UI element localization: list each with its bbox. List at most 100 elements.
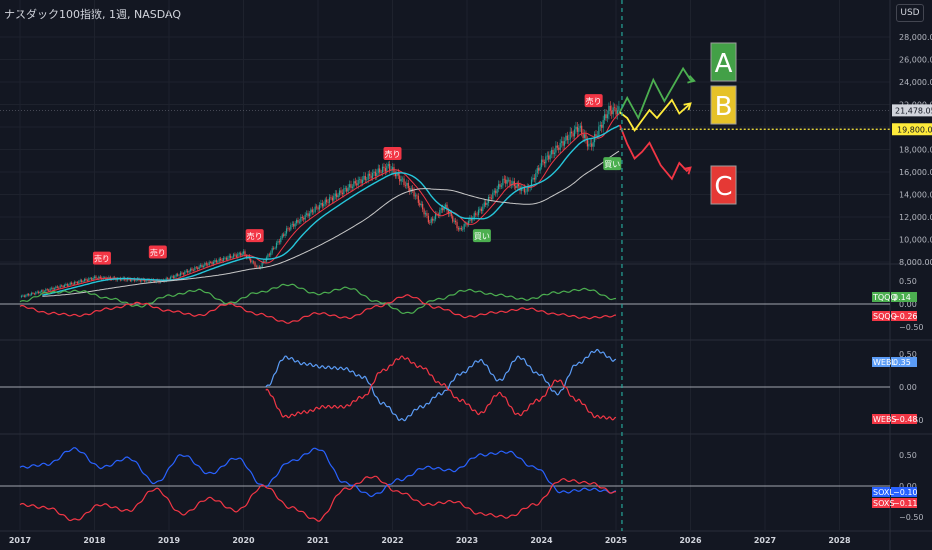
candle [316,206,318,208]
candle [563,141,566,146]
candle [581,125,583,134]
candle [540,159,543,168]
price-tick-label: 18,000.00 [899,146,932,155]
candle [95,276,97,279]
candle [202,265,205,268]
scenario-label: A [715,49,733,79]
scenario-arrow-b [683,102,692,111]
candle [264,261,266,262]
candle [545,156,547,164]
candle [569,131,571,140]
candle [480,208,482,212]
oscillator-line-soxs [19,475,617,522]
candle [583,134,586,138]
candle [238,253,240,254]
candle [353,181,355,187]
candle [472,218,474,221]
candle [129,279,131,281]
candle [245,255,248,258]
panels-layer [0,100,890,522]
candle [334,193,336,197]
candle [442,207,444,211]
candle [493,190,495,193]
candle [444,204,447,207]
candle [33,293,35,295]
candle [287,228,289,229]
y-tick-label: 0.50 [899,277,917,286]
ma-short-line [42,113,620,294]
candle [76,282,78,284]
candle [220,258,222,261]
candle [177,274,179,276]
candle [377,168,379,173]
y-tick-label: 0.00 [899,300,917,309]
candle [277,241,279,243]
candle [363,175,365,180]
sell-signal-badge: 売り [584,94,603,108]
candle [543,161,546,164]
candle [509,179,511,186]
candle [169,277,172,280]
candle [98,276,100,279]
candle [227,257,229,260]
candle [539,167,541,171]
candle [465,223,467,225]
candle [318,204,321,210]
currency-selector[interactable]: USD [896,4,924,22]
candle [78,281,80,284]
candle [476,214,478,216]
candle [463,224,465,230]
candle [135,280,137,281]
candle [400,178,402,182]
candle [297,220,299,223]
candle [172,276,174,278]
candle [359,179,361,180]
candle [221,260,223,262]
candle [178,275,180,277]
candle [310,209,312,214]
candle [391,167,394,170]
signal-label: 買い [604,160,620,169]
candle [65,284,67,286]
candle [416,195,418,197]
candle [616,110,619,115]
candle [314,206,316,212]
axes-layer: 0.500.00−0.50TQQQ0.14SQQQ−0.260.500.00−0… [9,33,932,545]
candle [187,270,189,273]
candle [579,125,581,128]
candle [251,261,253,263]
candle [317,207,319,210]
candle [208,262,210,266]
candle [261,262,263,267]
scenario-path-b [619,98,692,133]
sell-signal-badge: 売り [383,147,402,160]
candle [270,252,272,256]
candle [473,213,475,219]
candle [168,278,170,280]
candle [40,290,43,292]
y-tick-label: 0.50 [899,350,917,359]
chart-title: ナスダック100指数, 1週, NASDAQ [4,8,181,21]
scenario-arrow-c [683,166,692,175]
candle [217,261,219,263]
candle [508,179,510,181]
candle [75,281,77,283]
candle [275,242,278,248]
candle [520,187,523,191]
candle [273,248,275,249]
candle [326,199,328,203]
candle [462,229,464,230]
candle [466,223,468,226]
candle [401,178,404,180]
candle [347,187,349,192]
candle [565,135,567,142]
time-tick-label: 2017 [9,536,31,545]
candle [188,271,190,273]
series-name: WEBL [873,358,896,367]
time-tick-label: 2022 [381,536,403,545]
candle [139,280,142,282]
candle [589,143,591,145]
candle [91,278,93,280]
candle [446,204,448,211]
